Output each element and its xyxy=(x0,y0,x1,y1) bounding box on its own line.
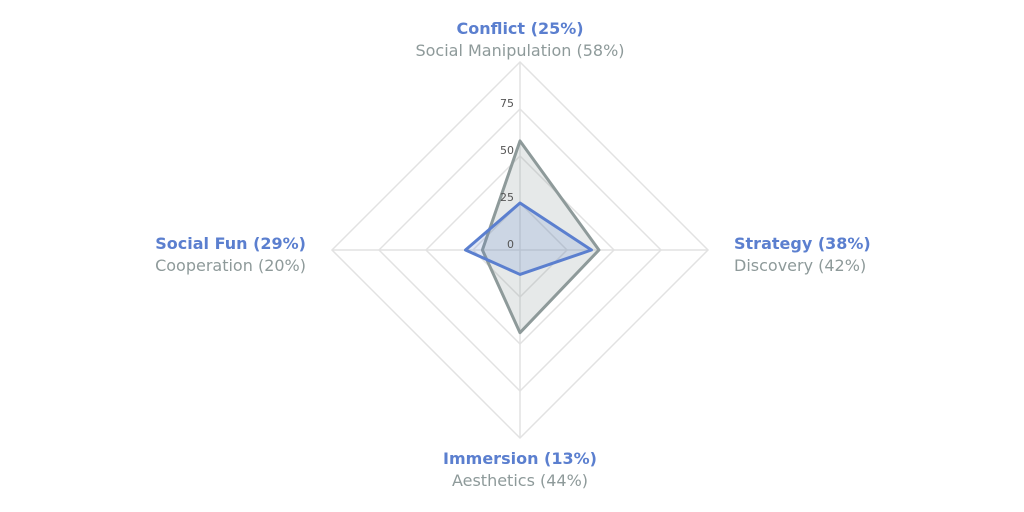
axis-label-bottom: Immersion (13%) Aesthetics (44%) xyxy=(0,448,1024,492)
axis-label-left: Social Fun (29%) Cooperation (20%) xyxy=(155,233,306,277)
axis-label-right-secondary: Discovery (42%) xyxy=(734,256,867,275)
tick-label-25: 25 xyxy=(500,191,514,204)
series-1-polygon xyxy=(480,139,601,335)
axis-label-top: Conflict (25%) Social Manipulation (58%) xyxy=(0,18,1024,62)
axis-label-left-primary: Social Fun (29%) xyxy=(155,234,306,253)
tick-label-50: 50 xyxy=(500,144,514,157)
radar-grid xyxy=(330,60,710,440)
axis-label-bottom-primary: Immersion (13%) xyxy=(443,449,597,468)
series-2-polygon xyxy=(463,201,593,276)
axis-label-bottom-secondary: Aesthetics (44%) xyxy=(451,471,589,490)
tick-label-75: 75 xyxy=(500,97,514,110)
tick-label-0: 0 xyxy=(507,238,514,251)
axis-label-top-secondary: Social Manipulation (58%) xyxy=(415,41,625,60)
axis-label-top-primary: Conflict (25%) xyxy=(456,19,584,38)
axis-label-right-primary: Strategy (38%) xyxy=(734,234,871,253)
axis-label-right: Strategy (38%) Discovery (42%) xyxy=(734,233,871,277)
axis-label-left-secondary: Cooperation (20%) xyxy=(155,256,306,275)
radar-ticks: 0 25 50 75 xyxy=(500,97,514,251)
radar-series xyxy=(463,139,601,335)
